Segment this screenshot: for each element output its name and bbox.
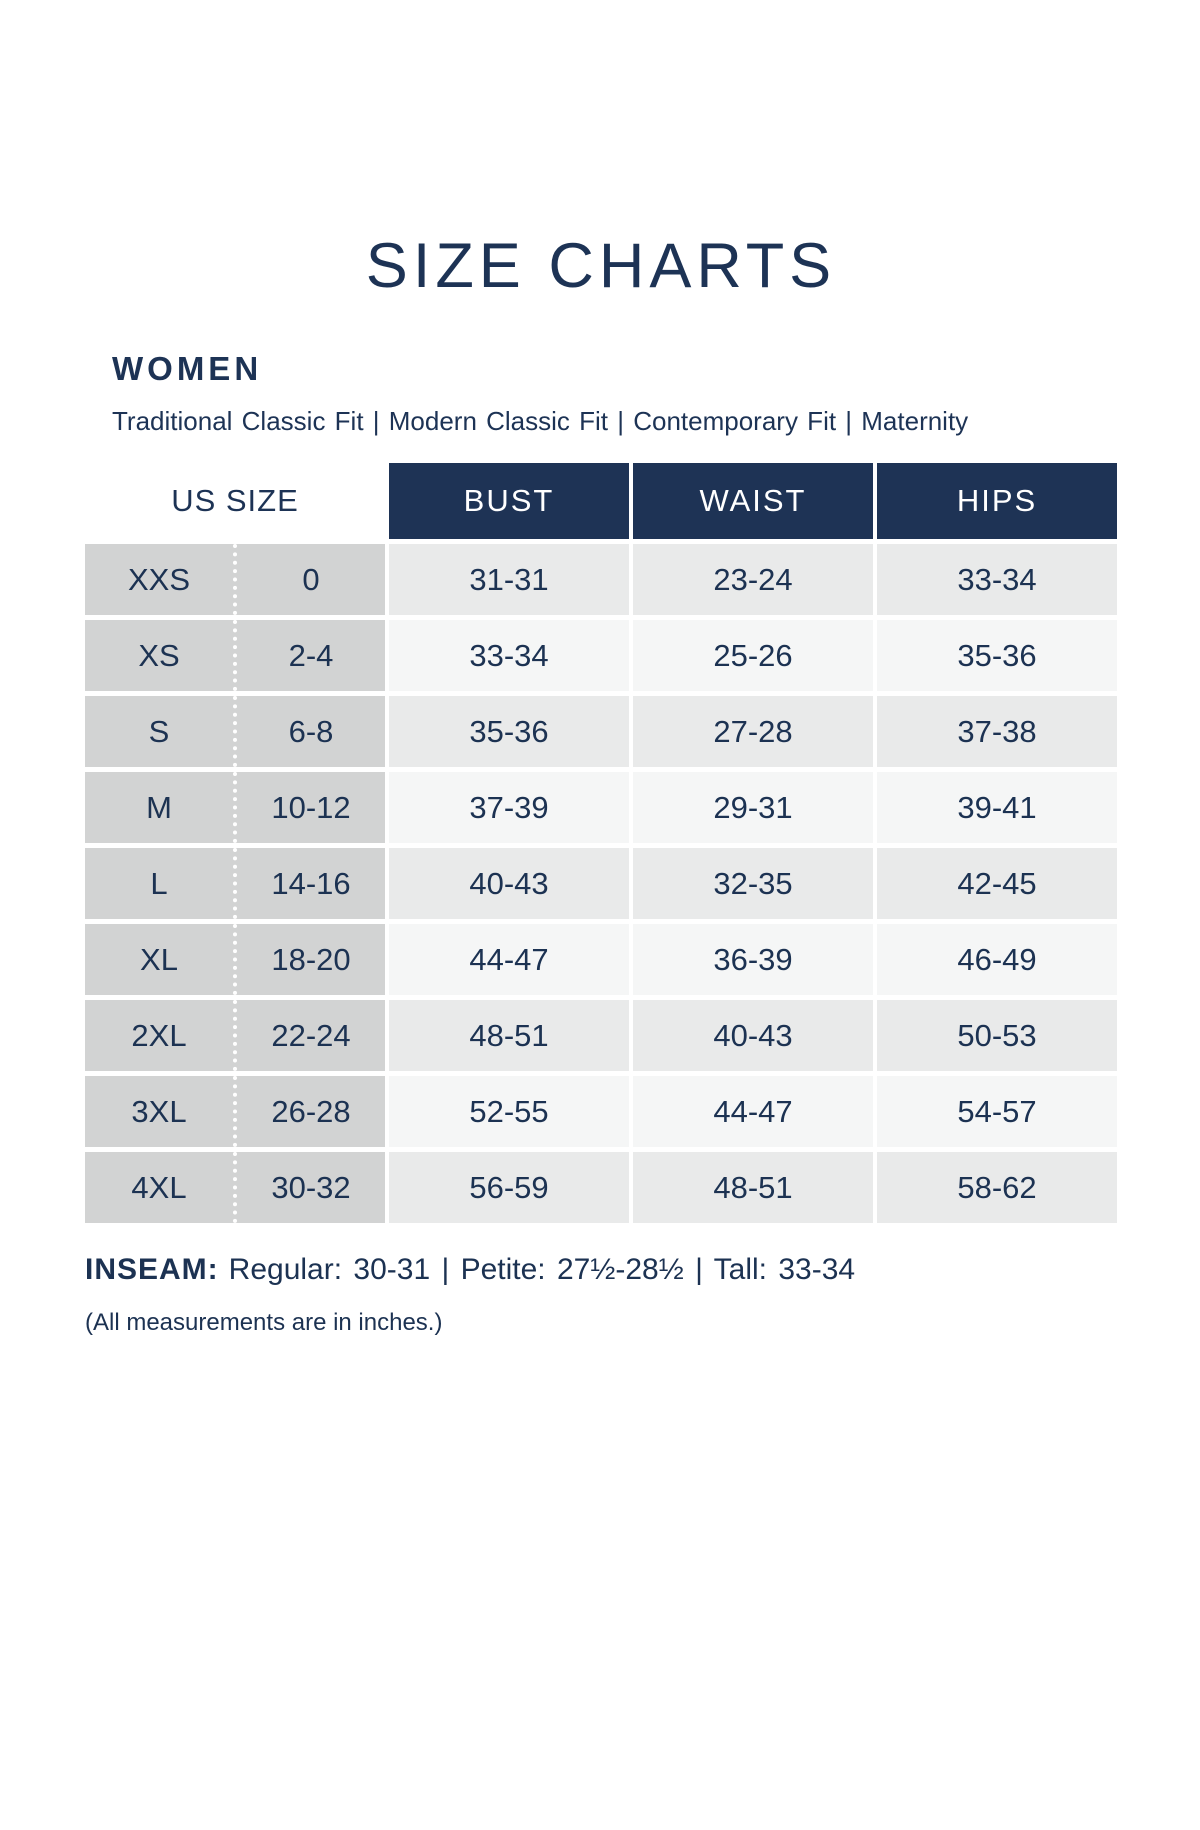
cell-hips: 50-53 <box>877 1000 1117 1071</box>
table-row: XS 2-4 33-34 25-26 35-36 <box>85 620 1117 691</box>
table-row: XL 18-20 44-47 36-39 46-49 <box>85 924 1117 995</box>
measurements-footnote: (All measurements are in inches.) <box>85 1309 443 1336</box>
cell-us: 30-32 <box>271 1169 351 1205</box>
table-row: M 10-12 37-39 29-31 39-41 <box>85 772 1117 843</box>
column-header-us-size: US SIZE <box>171 483 299 518</box>
cell-hips: 46-49 <box>877 924 1117 995</box>
us-size-pair: L 14-16 <box>85 848 385 919</box>
cell-bust: 48-51 <box>389 1000 629 1071</box>
cell-us: 14-16 <box>271 865 351 901</box>
cell-waist: 23-24 <box>633 544 873 615</box>
table-row: 3XL 26-28 52-55 44-47 54-57 <box>85 1076 1117 1147</box>
cell-size: 4XL <box>85 1152 237 1223</box>
cell-waist: 27-28 <box>633 696 873 767</box>
cell-size: XXS <box>85 544 237 615</box>
cell-size: L <box>85 848 237 919</box>
us-size-pair: XS 2-4 <box>85 620 385 691</box>
cell-hips: 33-34 <box>877 544 1117 615</box>
cell-waist: 25-26 <box>633 620 873 691</box>
cell-bust: 35-36 <box>389 696 629 767</box>
column-header-waist: WAIST <box>633 463 873 539</box>
us-size-pair: 2XL 22-24 <box>85 1000 385 1071</box>
cell-bust: 44-47 <box>389 924 629 995</box>
cell-waist: 44-47 <box>633 1076 873 1147</box>
cell-us: 6-8 <box>288 713 334 749</box>
cell-size: S <box>85 696 237 767</box>
cell-size: 2XL <box>85 1000 237 1071</box>
us-size-pair: M 10-12 <box>85 772 385 843</box>
column-header-hips: HIPS <box>877 463 1117 539</box>
inseam-line: INSEAM: Regular: 30-31 | Petite: 27½-28½ … <box>85 1253 1117 1287</box>
cell-hips: 54-57 <box>877 1076 1117 1147</box>
cell-waist: 36-39 <box>633 924 873 995</box>
cell-hips: 42-45 <box>877 848 1117 919</box>
page-title: SIZE CHARTS <box>365 231 837 301</box>
cell-bust: 56-59 <box>389 1152 629 1223</box>
cell-bust: 52-55 <box>389 1076 629 1147</box>
size-table-body: XXS 0 31-31 23-24 33-34 XS 2-4 33-34 25-26 35-36 S… <box>85 544 1117 1223</box>
section-heading-women: WOMEN <box>112 350 263 387</box>
cell-bust: 33-34 <box>389 620 629 691</box>
table-header-row: US SIZE BUST WAIST HIPS <box>85 463 1117 539</box>
us-size-pair: 3XL 26-28 <box>85 1076 385 1147</box>
cell-hips: 39-41 <box>877 772 1117 843</box>
fit-types-line: Traditional Classic Fit | Modern Classic… <box>112 406 969 436</box>
cell-size: 3XL <box>85 1076 237 1147</box>
table-row: 4XL 30-32 56-59 48-51 58-62 <box>85 1152 1117 1223</box>
size-table: US SIZE BUST WAIST HIPS XXS 0 31-31 23-24 33… <box>85 463 1117 1223</box>
cell-size: XS <box>85 620 237 691</box>
cell-waist: 32-35 <box>633 848 873 919</box>
inseam-values: Regular: 30-31 | Petite: 27½-28½ | Tall:… <box>228 1253 856 1286</box>
column-header-bust: BUST <box>389 463 629 539</box>
size-chart-page: SIZE CHARTS WOMEN Traditional Classic Fi… <box>85 230 1117 1337</box>
table-row: S 6-8 35-36 27-28 37-38 <box>85 696 1117 767</box>
cell-bust: 40-43 <box>389 848 629 919</box>
us-size-pair: 4XL 30-32 <box>85 1152 385 1223</box>
cell-bust: 37-39 <box>389 772 629 843</box>
cell-size: XL <box>85 924 237 995</box>
cell-us: 18-20 <box>271 941 351 977</box>
cell-hips: 58-62 <box>877 1152 1117 1223</box>
table-row: 2XL 22-24 48-51 40-43 50-53 <box>85 1000 1117 1071</box>
cell-hips: 37-38 <box>877 696 1117 767</box>
us-size-pair: XL 18-20 <box>85 924 385 995</box>
cell-us: 10-12 <box>271 789 351 825</box>
cell-us: 22-24 <box>271 1017 351 1053</box>
cell-hips: 35-36 <box>877 620 1117 691</box>
cell-us: 2-4 <box>288 637 334 673</box>
cell-us: 0 <box>302 561 320 597</box>
us-size-pair: S 6-8 <box>85 696 385 767</box>
cell-bust: 31-31 <box>389 544 629 615</box>
inseam-label: INSEAM: <box>85 1253 219 1286</box>
cell-size: M <box>85 772 237 843</box>
table-row: L 14-16 40-43 32-35 42-45 <box>85 848 1117 919</box>
cell-waist: 40-43 <box>633 1000 873 1071</box>
cell-waist: 29-31 <box>633 772 873 843</box>
cell-us: 26-28 <box>271 1093 351 1129</box>
table-row: XXS 0 31-31 23-24 33-34 <box>85 544 1117 615</box>
us-size-pair: XXS 0 <box>85 544 385 615</box>
cell-waist: 48-51 <box>633 1152 873 1223</box>
